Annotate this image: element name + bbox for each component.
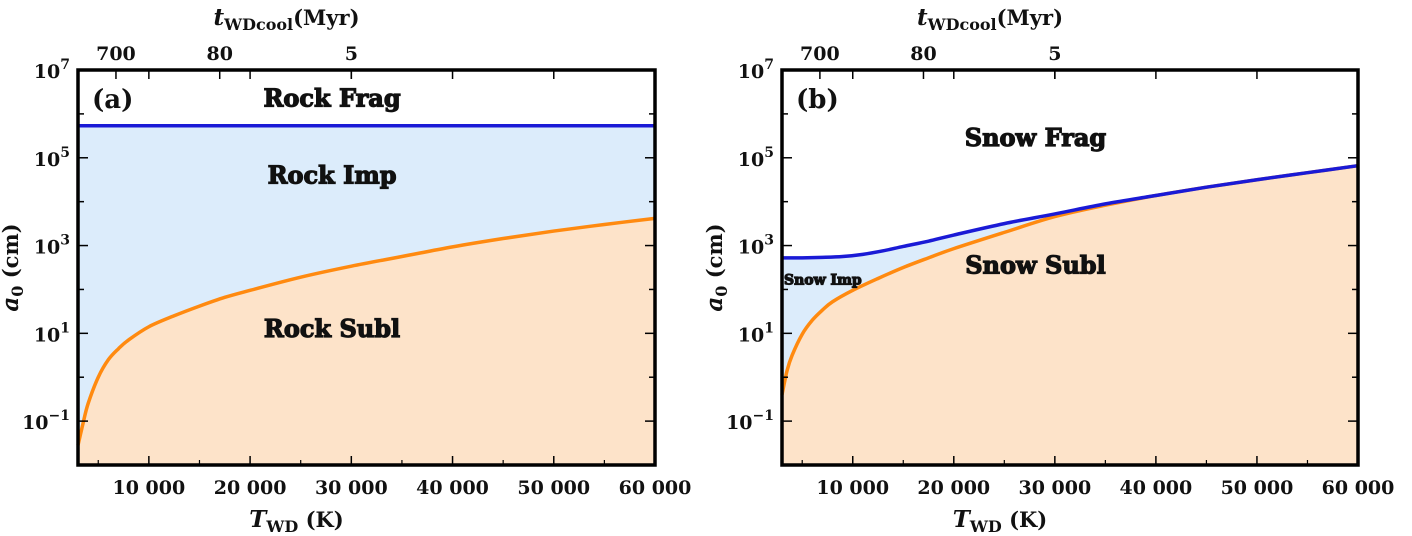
x-tick-label: 50 000 xyxy=(517,477,590,499)
top-tick-label: 700 xyxy=(96,43,136,65)
x-axis-sub: WD xyxy=(265,517,298,536)
y-tick-base: 10 xyxy=(738,149,764,171)
y-tick-base: 10 xyxy=(34,61,60,83)
y-tick-label: 101 xyxy=(738,320,774,346)
x-tick-label: 40 000 xyxy=(416,477,489,499)
x-tick-label: 60 000 xyxy=(1322,477,1395,499)
sublimation-region xyxy=(78,218,655,465)
top-axis-label: tWDcool(Myr) xyxy=(917,4,1063,34)
y-tick-base: 10 xyxy=(22,412,48,434)
region-label: Snow Frag xyxy=(965,123,1107,152)
y-tick-label: 107 xyxy=(34,57,70,83)
x-tick-label: 20 000 xyxy=(917,477,990,499)
y-tick-label: 105 xyxy=(738,145,774,171)
region-label: Rock Imp xyxy=(268,160,397,189)
y-tick-label: 101 xyxy=(34,320,70,346)
y-tick-exponent: 1 xyxy=(764,320,774,336)
y-tick-exponent: −1 xyxy=(49,408,70,424)
y-tick-base: 10 xyxy=(726,412,752,434)
y-tick-exponent: 3 xyxy=(60,233,70,249)
x-axis-unit: (K) xyxy=(1002,507,1047,532)
y-tick-exponent: 5 xyxy=(764,145,774,161)
panel-label: (a) xyxy=(92,85,133,115)
y-tick-label: 105 xyxy=(34,145,70,171)
x-tick-label: 20 000 xyxy=(214,477,287,499)
top-axis-unit: (Myr) xyxy=(997,5,1063,30)
x-axis-label: TWD (K) xyxy=(953,506,1047,536)
y-axis-unit: (cm) xyxy=(0,223,23,285)
region-label: Snow Subl xyxy=(965,250,1105,279)
top-tick-label: 5 xyxy=(345,43,358,65)
y-axis-sub: 0 xyxy=(712,286,731,297)
y-axis-sub: 0 xyxy=(8,286,27,297)
y-tick-label: 107 xyxy=(738,57,774,83)
y-axis-label: a0 (cm) xyxy=(0,223,27,311)
region-label: Snow Imp xyxy=(784,272,862,288)
region-label: Rock Subl xyxy=(264,314,400,343)
y-tick-base: 10 xyxy=(738,324,764,346)
top-tick-label: 5 xyxy=(1048,43,1061,65)
y-tick-base: 10 xyxy=(34,149,60,171)
x-axis-unit: (K) xyxy=(298,507,343,532)
panel-label: (b) xyxy=(796,85,839,115)
y-axis-var: a xyxy=(0,297,24,312)
top-axis-label: tWDcool(Myr) xyxy=(213,4,359,34)
y-tick-exponent: 3 xyxy=(764,233,774,249)
y-axis-var: a xyxy=(701,297,728,312)
top-tick-label: 700 xyxy=(800,43,840,65)
sublimation-boundary-line xyxy=(76,216,656,446)
x-tick-label: 30 000 xyxy=(315,477,388,499)
y-tick-label: 10−1 xyxy=(726,408,774,434)
x-axis-sub: WD xyxy=(969,517,1002,536)
y-tick-base: 10 xyxy=(34,324,60,346)
y-axis-label: a0 (cm) xyxy=(701,223,731,311)
x-tick-label: 60 000 xyxy=(619,477,692,499)
region-label: Rock Frag xyxy=(263,84,400,113)
x-tick-label: 40 000 xyxy=(1120,477,1193,499)
y-tick-label: 10−1 xyxy=(22,408,70,434)
y-tick-label: 103 xyxy=(738,233,774,259)
top-axis-var: t xyxy=(213,4,224,31)
y-tick-exponent: 7 xyxy=(764,57,774,73)
y-axis-unit: (cm) xyxy=(702,223,727,285)
plot-frame xyxy=(780,68,1360,467)
top-axis-unit: (Myr) xyxy=(293,5,359,30)
y-tick-base: 10 xyxy=(738,237,764,259)
x-tick-label: 10 000 xyxy=(816,477,889,499)
chart-panel-a: 10 000 20 000 30 000 40 000 50 000 60 00010−1… xyxy=(0,4,691,536)
sublimation-region xyxy=(782,165,1358,465)
y-tick-exponent: 7 xyxy=(60,57,70,73)
chart-panel-b: 10 000 20 000 30 000 40 000 50 000 60 00010−1… xyxy=(701,4,1394,536)
y-tick-exponent: 1 xyxy=(60,320,70,336)
x-tick-label: 30 000 xyxy=(1018,477,1091,499)
x-axis-label: TWD (K) xyxy=(249,506,343,536)
fragmentation-boundary-line xyxy=(781,163,1359,260)
x-axis-var: T xyxy=(249,506,268,533)
top-axis-sub: WDcool xyxy=(927,15,997,34)
top-tick-label: 80 xyxy=(910,43,936,65)
y-tick-label: 103 xyxy=(34,233,70,259)
y-tick-exponent: 5 xyxy=(60,145,70,161)
y-tick-base: 10 xyxy=(34,237,60,259)
x-tick-label: 50 000 xyxy=(1221,477,1294,499)
top-tick-label: 80 xyxy=(206,43,232,65)
x-axis-var: T xyxy=(953,506,972,533)
top-axis-sub: WDcool xyxy=(223,15,293,34)
x-tick-label: 10 000 xyxy=(113,477,186,499)
y-tick-base: 10 xyxy=(738,61,764,83)
y-tick-exponent: −1 xyxy=(753,408,774,424)
top-axis-var: t xyxy=(917,4,928,31)
plot-frame xyxy=(76,68,657,467)
